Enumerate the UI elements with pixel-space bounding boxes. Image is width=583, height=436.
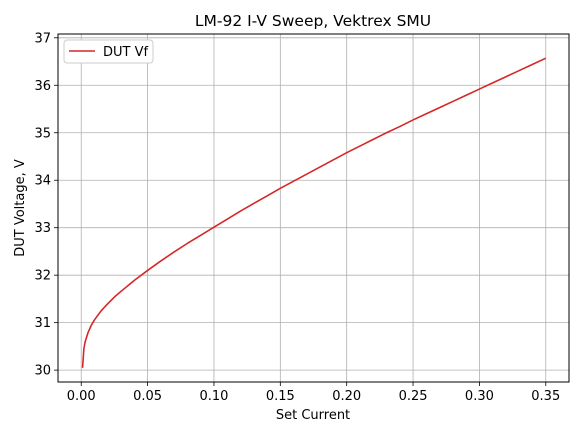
- y-tick-label: 34: [34, 174, 51, 189]
- x-tick-label: 0.00: [67, 389, 96, 404]
- plot-line-group: [81, 57, 547, 368]
- x-tick-label: 0.30: [465, 389, 494, 404]
- series-line: [81, 57, 547, 368]
- y-tick-label: 30: [34, 364, 51, 379]
- y-tick-label: 32: [34, 269, 51, 284]
- legend: DUT Vf: [63, 39, 154, 64]
- x-axis-label: Set Current: [276, 408, 350, 423]
- legend-box: [63, 39, 154, 64]
- legend-label: DUT Vf: [103, 45, 148, 60]
- y-tick-label: 36: [34, 79, 51, 94]
- y-tick-label: 31: [34, 316, 51, 331]
- x-tick-label: 0.25: [399, 389, 428, 404]
- y-tick-label: 33: [34, 221, 51, 236]
- y-axis: 30 31 32 33 34 35 36 37: [34, 31, 58, 379]
- plot-frame: [57, 33, 570, 383]
- x-tick-label: 0.05: [133, 389, 162, 404]
- x-tick-label: 0.35: [531, 389, 560, 404]
- y-tick-label: 35: [34, 126, 51, 141]
- grid: [58, 34, 569, 382]
- y-axis-label: DUT Voltage, V: [13, 159, 28, 257]
- chart-title: LM-92 I-V Sweep, Vektrex SMU: [195, 12, 431, 30]
- x-axis: 0.00 0.05 0.10 0.15 0.20 0.25 0.30 0.35: [67, 382, 560, 404]
- y-tick-label: 37: [34, 31, 51, 46]
- x-tick-label: 0.20: [332, 389, 361, 404]
- x-tick-label: 0.15: [266, 389, 295, 404]
- x-tick-label: 0.10: [199, 389, 228, 404]
